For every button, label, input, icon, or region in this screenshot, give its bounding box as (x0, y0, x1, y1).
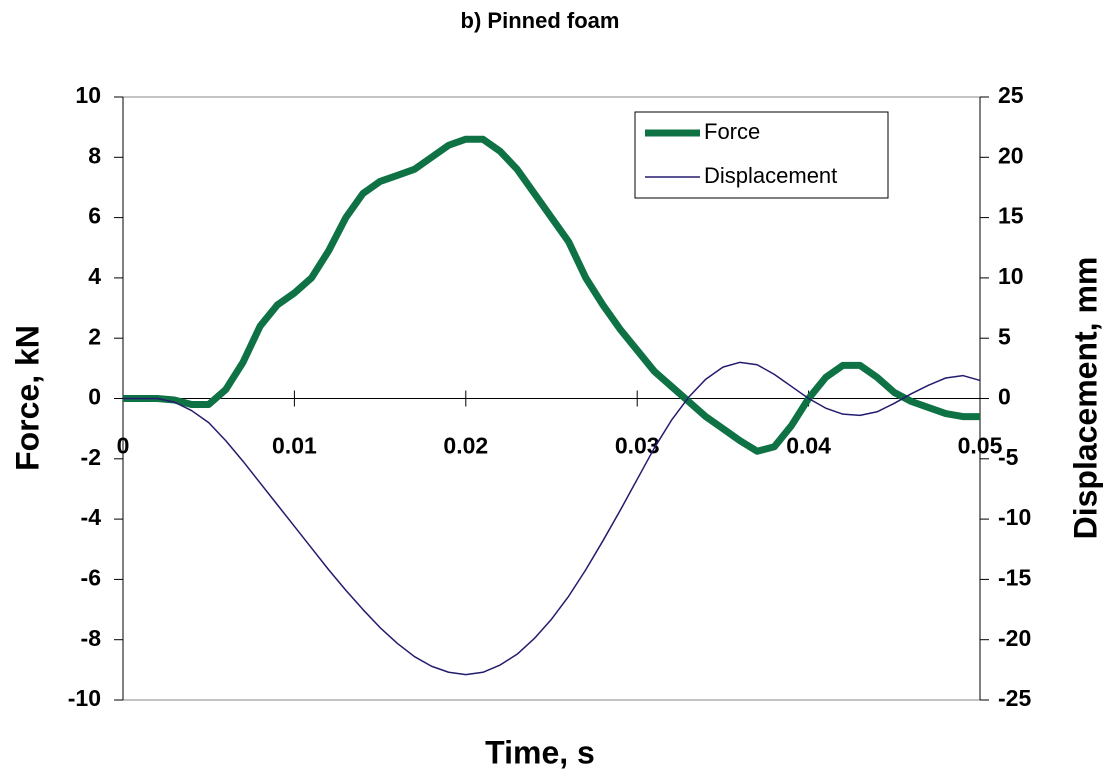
y2-tick-label: 20 (998, 142, 1024, 168)
y2-tick-label: 15 (998, 203, 1024, 229)
y2-tick-label: -10 (998, 504, 1031, 530)
y2-tick-label: 5 (998, 323, 1011, 349)
series-line (123, 135, 980, 455)
y-tick-label: 4 (88, 263, 101, 289)
series-line (123, 361, 981, 676)
x-axis-label: Time, s (485, 734, 595, 770)
y-tick-label: 2 (88, 323, 101, 349)
y-tick-label: 6 (88, 203, 101, 229)
y-tick-label: -2 (81, 444, 101, 470)
x-tick-label: 0.05 (958, 433, 1003, 459)
y-tick-label: -8 (81, 625, 102, 651)
legend (634, 111, 889, 199)
chart-title: b) Pinned foam (461, 8, 620, 33)
y-tick-label: -10 (68, 685, 101, 711)
y2-tick-label: -5 (998, 444, 1019, 470)
y-tick-label: 0 (88, 384, 101, 410)
y-tick-label: -4 (81, 504, 102, 530)
legend-label: Force (704, 119, 760, 144)
y2-tick-label: 10 (998, 263, 1024, 289)
y2-tick-label: -25 (998, 685, 1031, 711)
x-tick-label: 0.01 (272, 433, 317, 459)
y-tick-label: -6 (81, 564, 101, 590)
y-axis-label: Force, kN (9, 325, 45, 471)
x-tick-label: 0.02 (443, 433, 488, 459)
y2-tick-label: 25 (998, 82, 1024, 108)
y2-tick-label: 0 (998, 384, 1011, 410)
x-tick-label: 0 (117, 433, 130, 459)
x-tick-label: 0.03 (615, 433, 660, 459)
y2-tick-label: -20 (998, 625, 1031, 651)
y2-tick-label: -15 (998, 564, 1031, 590)
x-tick-label: 0.04 (786, 433, 831, 459)
legend-label: Displacement (704, 163, 837, 188)
y2-axis-label: Displacement, mm (1067, 257, 1103, 540)
y-tick-label: 8 (88, 142, 101, 168)
y-tick-label: 10 (75, 82, 101, 108)
